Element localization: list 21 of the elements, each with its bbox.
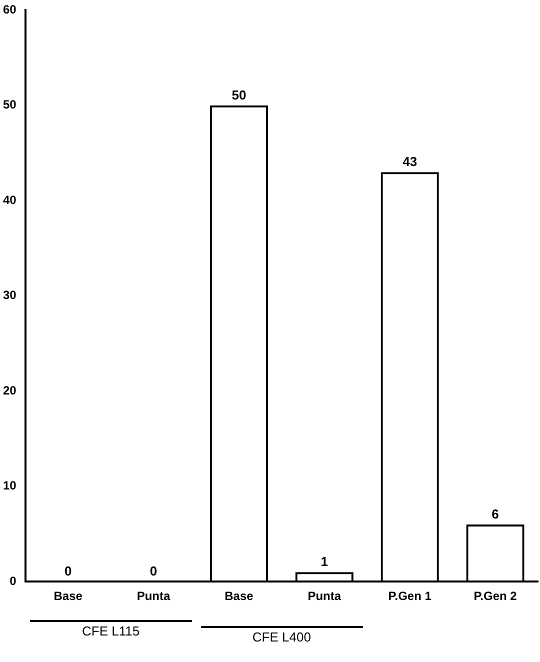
text: CFE L400 (252, 630, 311, 645)
x-tick-label: Punta (136, 589, 170, 604)
x-tick-label: P.Gen 1 (388, 589, 432, 604)
x-tick-label: Base (54, 589, 83, 604)
y-tick-label: 30 (2, 288, 17, 302)
y-tick-label: 60 (2, 2, 17, 17)
y-tick-label: 10 (2, 478, 17, 493)
data-label: 0 (64, 564, 72, 579)
x-tick-label: Punta (308, 589, 342, 604)
data-label: 43 (402, 154, 418, 170)
data-label: 6 (492, 506, 499, 522)
x-tick-label: Base (224, 589, 254, 604)
y-tick-label: 40 (2, 192, 17, 207)
y-tick-label: 50 (2, 98, 17, 112)
x-tick-label: P.Gen 2 (474, 589, 518, 604)
data-label: 0 (150, 564, 158, 579)
text: CFE L115 (82, 624, 140, 639)
y-tick-label: 20 (2, 383, 17, 398)
data-label: 50 (232, 88, 246, 103)
y-tick-label: 0 (10, 574, 17, 588)
data-label: 1 (320, 554, 328, 570)
